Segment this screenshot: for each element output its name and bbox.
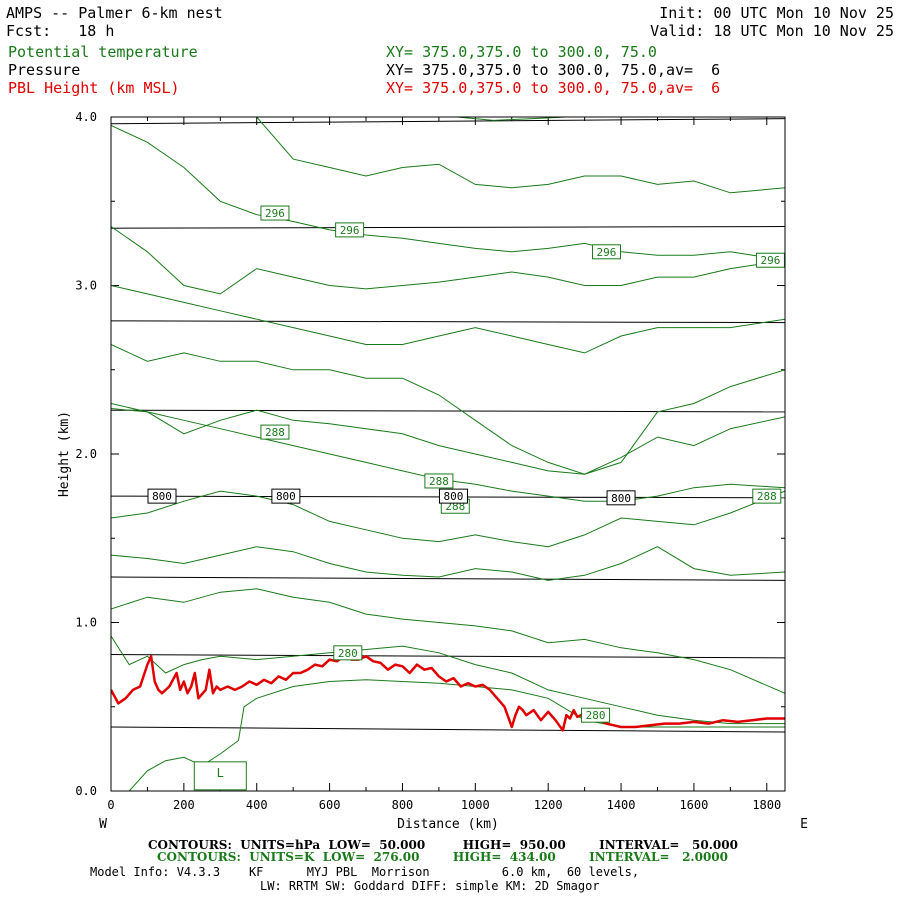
x-tick-label: 1800: [752, 798, 781, 812]
pressure-contour: [111, 576, 785, 581]
field-theta-xy: XY= 375.0,375.0 to 300.0, 75.0: [386, 43, 657, 61]
theta-label-box: [591, 244, 621, 260]
pressure-label: 800: [276, 490, 296, 503]
field-theta-name: Potential temperature: [8, 43, 198, 61]
theta-label: 296: [340, 224, 360, 237]
west-label: W: [99, 817, 107, 832]
x-axis-title: Distance (km): [397, 817, 499, 832]
pressure-label-box: [271, 488, 301, 504]
footer-theta-contours: CONTOURS: UNITS=K LOW= 276.00 HIGH= 434.…: [157, 850, 728, 864]
theta-label-box: [260, 424, 290, 440]
x-tick-label: 200: [173, 798, 195, 812]
footer-pressure-contours: CONTOURS: UNITS=hPa LOW= 50.000 HIGH= 95…: [148, 838, 738, 852]
x-tick-label: 1600: [679, 798, 708, 812]
pressure-contour: [111, 226, 785, 229]
theta-label: 288: [265, 426, 285, 439]
theta-contour: [111, 226, 785, 295]
chart-title: AMPS -- Palmer 6-km nest: [6, 4, 223, 22]
theta-label: 280: [338, 647, 358, 660]
plot-frame: [110, 116, 786, 792]
axes-group: 0 200 400 600 800 1000 1200 1400 1600 1800 0.0 1.0 2…: [75, 110, 785, 812]
pressure-label: 800: [611, 492, 631, 505]
pressure-contour: [111, 726, 785, 733]
x-tick-label: 400: [246, 798, 268, 812]
pressure-label-box: [147, 488, 177, 504]
theta-label: 296: [597, 246, 617, 259]
theta-label-box: [755, 252, 785, 268]
pressure-contours-group: [111, 118, 785, 733]
theta-contour: [256, 117, 785, 194]
valid-time: Valid: 18 UTC Mon 10 Nov 25: [650, 22, 894, 40]
east-label: E: [800, 817, 808, 832]
y-axis-title: Height (km): [57, 411, 72, 497]
theta-contour: [111, 490, 785, 548]
field-pressure-name: Pressure: [8, 61, 81, 79]
low-marker: L: [217, 766, 224, 780]
theta-contour: [111, 403, 785, 475]
pressure-label-box: [606, 490, 636, 506]
y-tick-label: 3.0: [75, 279, 97, 293]
theta-label: 296: [760, 254, 780, 267]
pressure-contour: [111, 320, 785, 324]
x-tick-label: 1000: [461, 798, 490, 812]
footer-physics-info: LW: RRTM SW: Goddard DIFF: simple KM: 2D…: [260, 879, 600, 893]
theta-contour: [457, 117, 567, 121]
theta-contour: [111, 124, 785, 261]
theta-label: 288: [757, 490, 777, 503]
pressure-label: 800: [152, 490, 172, 503]
theta-label-box: [335, 222, 365, 238]
footer-model-info: Model Info: V4.3.3 KF MYJ PBL Morrison 6…: [90, 865, 640, 879]
field-pbl-name: PBL Height (km MSL): [8, 79, 180, 97]
pressure-label-box: [438, 488, 468, 504]
y-tick-label: 0.0: [75, 784, 97, 798]
field-pressure-xy: XY= 375.0,375.0 to 300.0, 75.0,av= 6: [386, 61, 721, 79]
x-tick-label: 600: [319, 798, 341, 812]
theta-label-box: [581, 707, 611, 723]
x-tick-label: 800: [392, 798, 414, 812]
theta-label-box: [333, 645, 363, 661]
forecast-hour: Fcst: 18 h: [6, 22, 115, 40]
pressure-contour: [111, 409, 785, 413]
theta-contour: [111, 344, 785, 475]
x-tick-label: 0: [107, 798, 114, 812]
y-tick-label: 2.0: [75, 447, 97, 461]
theta-label: 280: [586, 709, 606, 722]
x-tick-label: 1400: [607, 798, 636, 812]
y-tick-label: 1.0: [75, 616, 97, 630]
low-marker-box: [193, 761, 247, 791]
theta-label-box: [752, 488, 782, 504]
theta-label-box: [424, 473, 454, 489]
theta-contour: [111, 588, 785, 694]
pressure-contour: [111, 118, 785, 125]
theta-contour: [111, 285, 785, 354]
y-tick-label: 4.0: [75, 110, 97, 124]
pressure-label: 800: [444, 490, 464, 503]
x-tick-label: 1200: [534, 798, 563, 812]
theta-contour: [111, 635, 785, 725]
theta-label-box: [260, 205, 290, 221]
init-time: Init: 00 UTC Mon 10 Nov 25: [659, 4, 894, 22]
field-pbl-xy: XY= 375.0,375.0 to 300.0, 75.0,av= 6: [386, 79, 721, 97]
theta-label: 296: [265, 207, 285, 220]
theta-contour: [111, 546, 785, 581]
theta-label: 288: [429, 475, 449, 488]
